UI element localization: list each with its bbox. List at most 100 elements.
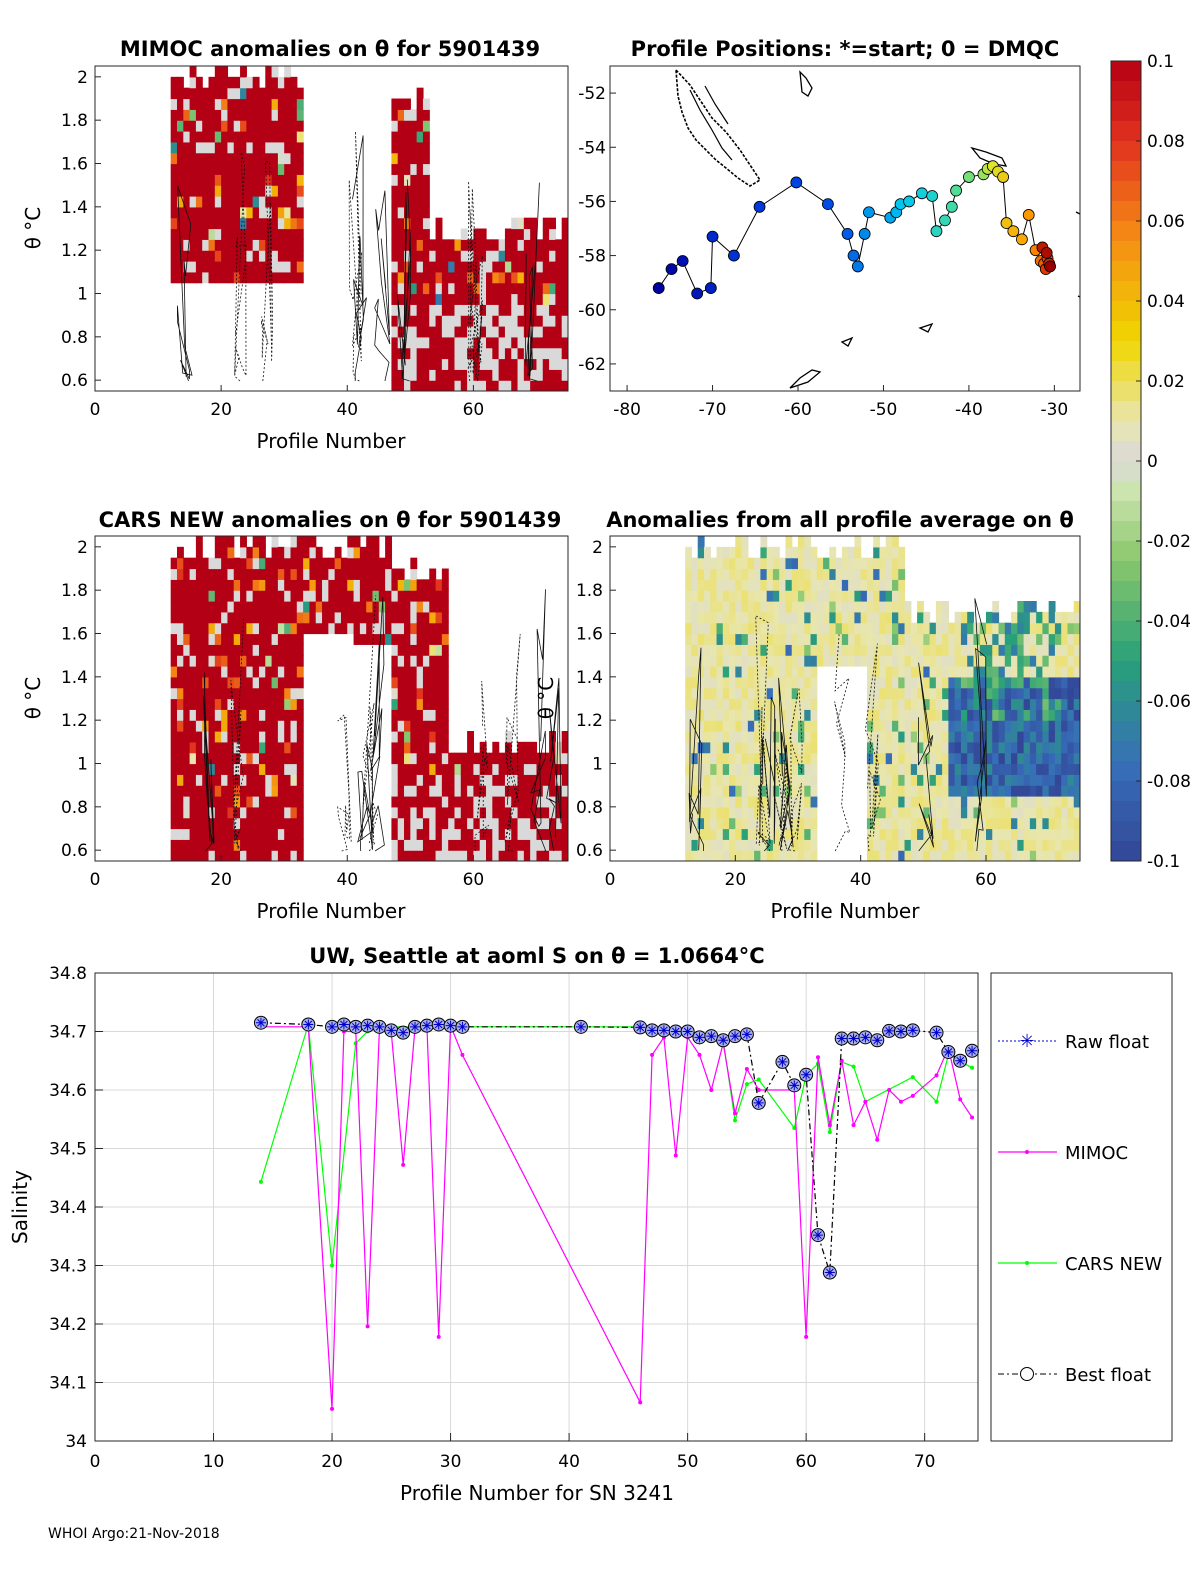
heatmap-cell: [873, 839, 881, 851]
heatmap-cell: [492, 850, 500, 861]
heatmap-cell: [284, 271, 292, 284]
heatmap-cell: [227, 217, 235, 230]
heatmap-cell: [202, 131, 210, 143]
heatmap-cell: [998, 763, 1006, 775]
heatmap-cell: [277, 655, 285, 667]
heatmap-cell: [1054, 796, 1062, 808]
heatmap-cell: [504, 817, 512, 830]
raw-float-marker: [338, 1019, 349, 1030]
heatmap-cell: [697, 720, 705, 732]
heatmap-cell: [221, 109, 229, 121]
heatmap-cell: [735, 741, 743, 754]
heatmap-cell: [271, 206, 279, 219]
heatmap-cell: [879, 676, 887, 689]
heatmap-cell: [948, 828, 956, 840]
heatmap-cell: [1067, 666, 1075, 678]
heatmap-cell: [517, 741, 525, 754]
heatmap-cell: [429, 698, 437, 710]
heatmap-cell: [779, 752, 787, 765]
heatmap-cell: [410, 261, 418, 273]
heatmap-cell: [467, 774, 474, 786]
heatmap-cell: [772, 579, 780, 591]
heatmap-cell: [397, 828, 405, 840]
heatmap-cell: [214, 601, 222, 613]
data-point: [330, 1263, 335, 1268]
heatmap-cell: [879, 568, 887, 580]
raw-float-marker: [445, 1020, 456, 1031]
heatmap-cell: [1023, 633, 1031, 645]
heatmap-cell: [284, 546, 292, 559]
heatmap-cell: [747, 752, 755, 765]
heatmap-cell: [195, 152, 203, 165]
heatmap-cell: [441, 817, 449, 830]
heatmap-cell: [848, 557, 855, 570]
heatmap-cell: [735, 644, 743, 656]
heatmap-cell: [448, 261, 456, 273]
heatmap-cell: [189, 785, 197, 797]
heatmap-cell: [460, 763, 468, 775]
heatmap-cell: [1017, 731, 1025, 743]
heatmap-cell: [284, 698, 292, 710]
south-america-coast: [675, 67, 762, 187]
heatmap-cell: [1023, 687, 1031, 700]
cars-ticks: 0 20 40 600.60.811.21.41.61.82: [61, 538, 484, 890]
contour-line: [778, 677, 794, 852]
heatmap-cell: [873, 828, 881, 840]
heatmap-cell: [202, 611, 210, 624]
heatmap-cell: [397, 217, 405, 230]
heatmap-cell: [340, 622, 348, 635]
heatmap-cell: [309, 557, 317, 570]
heatmap-cell: [1042, 763, 1050, 775]
heatmap-cell: [741, 839, 749, 851]
x-tick-label: 40: [850, 870, 872, 890]
heatmap-cell: [227, 611, 235, 624]
heatmap-cell: [1029, 806, 1037, 819]
heatmap-cell: [1004, 752, 1012, 765]
heatmap-cell: [486, 347, 493, 360]
heatmap-cell: [854, 568, 862, 580]
heatmap-cell: [1023, 828, 1031, 840]
heatmap-cell: [410, 579, 418, 591]
heatmap-cell: [404, 380, 411, 391]
heatmap-cell: [979, 774, 987, 786]
y-tick-label: -52: [578, 84, 606, 104]
heatmap-cell: [710, 731, 718, 743]
heatmap-cell: [454, 369, 462, 381]
heatmap-cell: [435, 796, 443, 808]
data-point: [258, 1179, 263, 1184]
heatmap-cell: [176, 76, 184, 89]
heatmap-cell: [227, 839, 235, 851]
heatmap-cell: [404, 120, 411, 132]
heatmap-cell: [866, 731, 874, 743]
heatmap-cell: [685, 601, 693, 613]
heatmap-cell: [1004, 633, 1012, 645]
heatmap-cell: [741, 741, 749, 754]
heatmap-cell: [202, 185, 210, 197]
heatmap-cell: [536, 250, 544, 262]
heatmap-cell: [785, 579, 793, 591]
heatmap-cell: [536, 304, 544, 316]
heatmap-cell: [798, 655, 805, 667]
heatmap-cell: [1029, 709, 1037, 721]
heatmap-cell: [549, 850, 556, 861]
x-tick-label: -30: [1040, 400, 1068, 420]
heatmap-cell: [195, 271, 203, 284]
heatmap-cell: [227, 228, 235, 240]
heatmap-cell: [233, 709, 241, 721]
heatmap-cell: [391, 196, 399, 208]
heatmap-cell: [1067, 709, 1075, 721]
heatmap-cell: [183, 850, 191, 861]
heatmap-cell: [315, 568, 323, 580]
heatmap-cell: [1004, 741, 1012, 754]
heatmap-cell: [1017, 763, 1025, 775]
heatmap-cell: [879, 557, 887, 570]
heatmap-cell: [854, 579, 862, 591]
heatmap-cell: [766, 644, 774, 656]
heatmap-cell: [353, 568, 361, 580]
heatmap-cell: [391, 326, 399, 338]
heatmap-cell: [992, 698, 1000, 710]
legend-mimoc-marker: [1025, 1150, 1029, 1154]
heatmap-cell: [917, 774, 924, 786]
heatmap-cell: [189, 217, 197, 230]
raw-float-marker: [812, 1230, 823, 1241]
